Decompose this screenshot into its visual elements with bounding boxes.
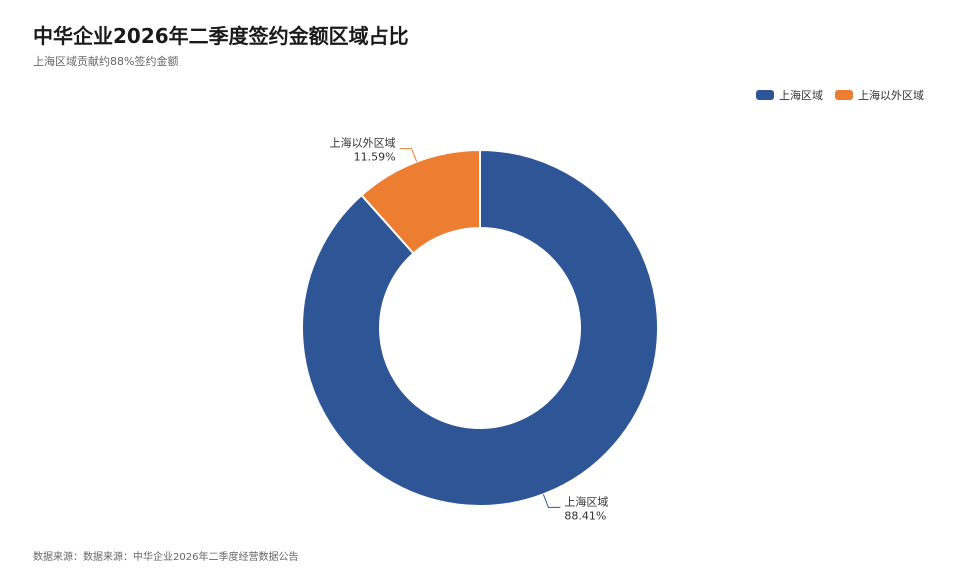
chart-title: 中华企业2026年二季度签约金额区域占比 bbox=[33, 24, 409, 48]
slice-label-shanghai: 上海区域 bbox=[564, 494, 608, 508]
slice-label-outside-shanghai: 上海以外区域 bbox=[330, 136, 396, 150]
chart-legend: 上海区域 上海以外区域 bbox=[744, 87, 924, 103]
legend-swatch-shanghai bbox=[756, 90, 774, 100]
legend-label-outside-shanghai: 上海以外区域 bbox=[858, 89, 924, 102]
donut-slice-outside-shanghai[interactable] bbox=[360, 148, 481, 255]
donut-slice-shanghai[interactable] bbox=[301, 148, 659, 507]
leader-line-shanghai bbox=[542, 494, 561, 508]
data-source-note: 数据来源：数据来源：中华企业2026年二季度经营数据公告 bbox=[33, 552, 299, 563]
legend-label-shanghai: 上海区域 bbox=[779, 89, 823, 102]
legend-swatch-outside-shanghai bbox=[835, 90, 853, 100]
leader-line-outside-shanghai bbox=[399, 148, 418, 162]
slice-value-shanghai: 88.41% bbox=[564, 509, 606, 522]
chart-subtitle: 上海区域贡献约88%签约金额 bbox=[33, 55, 179, 68]
legend-item-shanghai[interactable]: 上海区域 bbox=[756, 87, 823, 103]
slice-value-outside-shanghai: 11.59% bbox=[354, 151, 396, 164]
legend-item-outside-shanghai[interactable]: 上海以外区域 bbox=[835, 87, 924, 103]
